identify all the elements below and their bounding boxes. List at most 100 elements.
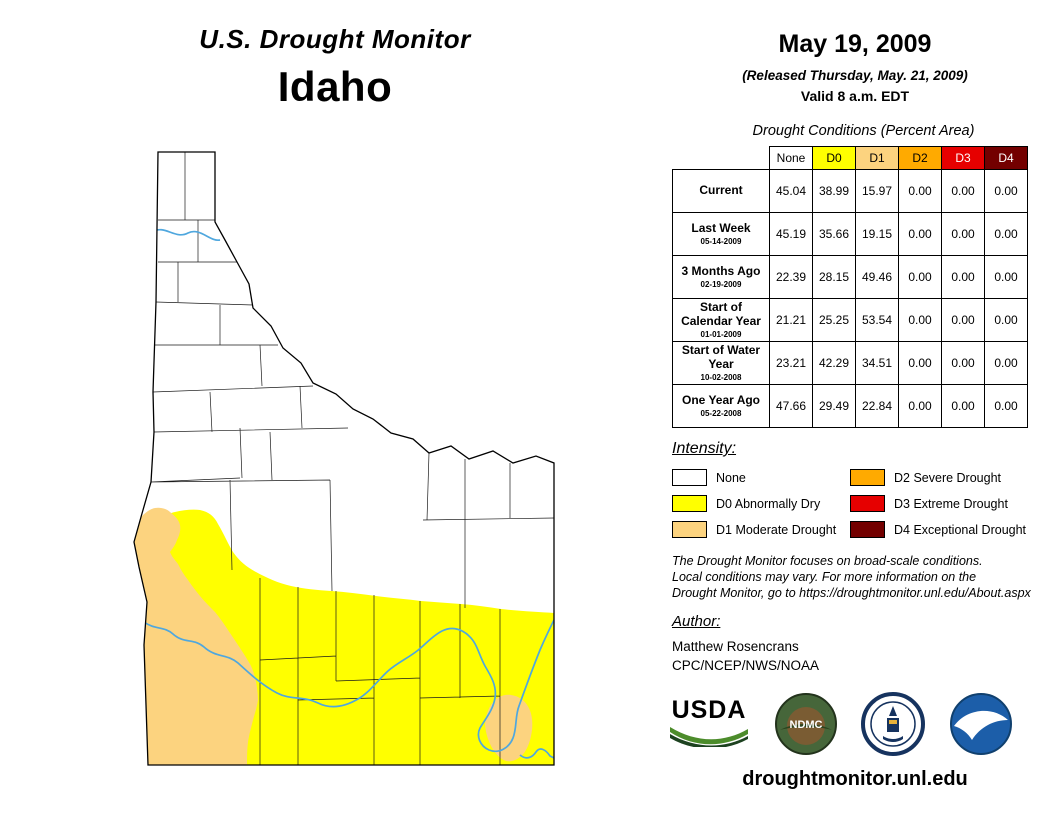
row-date: 05-14-2009 bbox=[700, 236, 742, 246]
usda-logo: USDA bbox=[668, 696, 750, 752]
cell-value: 19.15 bbox=[855, 212, 899, 256]
cell-value: 0.00 bbox=[984, 384, 1028, 428]
d0-swatch bbox=[672, 495, 707, 512]
col-header-d0: D0 bbox=[812, 146, 856, 170]
cell-value: 21.21 bbox=[769, 298, 813, 342]
row-date: 10-02-2008 bbox=[700, 372, 742, 382]
cell-value: 23.21 bbox=[769, 341, 813, 385]
cell-value: 0.00 bbox=[941, 341, 985, 385]
cell-value: 42.29 bbox=[812, 341, 856, 385]
table-row-start-calendar-year: Start of Calendar Year 01-01-2009 21.21 2… bbox=[672, 298, 1028, 342]
region-title: Idaho bbox=[277, 63, 393, 110]
state-outline bbox=[133, 151, 555, 766]
d2-swatch bbox=[850, 469, 885, 486]
disclaimer-line: Local conditions may vary. For more info… bbox=[672, 570, 977, 584]
row-date: 02-19-2009 bbox=[700, 279, 742, 289]
row-date: 05-22-2008 bbox=[700, 408, 742, 418]
table-row-start-water-year: Start of Water Year 10-02-2008 23.21 42.2… bbox=[672, 341, 1028, 385]
row-date: 01-01-2009 bbox=[700, 329, 742, 339]
cell-value: 0.00 bbox=[941, 212, 985, 256]
col-header-none: None bbox=[769, 146, 813, 170]
cell-value: 34.51 bbox=[855, 341, 899, 385]
doc-seal-logo bbox=[861, 692, 926, 756]
author-org: CPC/NCEP/NWS/NOAA bbox=[672, 658, 820, 673]
legend-label: D1 Moderate Drought bbox=[716, 522, 837, 537]
cell-value: 0.00 bbox=[898, 255, 942, 299]
cell-value: 47.66 bbox=[769, 384, 813, 428]
author-heading: Author: bbox=[672, 613, 721, 630]
col-header-d1: D1 bbox=[855, 146, 899, 170]
cell-value: 0.00 bbox=[898, 169, 942, 213]
author-name: Matthew Rosencrans bbox=[672, 639, 799, 654]
table-row-last-week: Last Week 05-14-2009 45.19 35.66 19.15 0.… bbox=[672, 212, 1028, 256]
cell-value: 0.00 bbox=[898, 341, 942, 385]
legend-item-d4: D4 Exceptional Drought bbox=[850, 521, 1026, 538]
table-row-current: Current 45.04 38.99 15.97 0.00 0.00 0.00 bbox=[672, 169, 1028, 213]
legend-label: D4 Exceptional Drought bbox=[894, 522, 1027, 537]
county-lines bbox=[150, 152, 554, 765]
legend-label: D2 Severe Drought bbox=[894, 470, 1002, 485]
legend-title: Intensity: bbox=[672, 440, 737, 457]
cell-value: 22.39 bbox=[769, 255, 813, 299]
cell-value: 53.54 bbox=[855, 298, 899, 342]
idaho-map-svg bbox=[133, 151, 555, 766]
cell-value: 45.19 bbox=[769, 212, 813, 256]
cell-value: 0.00 bbox=[984, 298, 1028, 342]
table-row-3-months-ago: 3 Months Ago 02-19-2009 22.39 28.15 49.46… bbox=[672, 255, 1028, 299]
table-corner-cell bbox=[672, 146, 770, 170]
cell-value: 0.00 bbox=[941, 298, 985, 342]
river-snake bbox=[143, 619, 554, 753]
d1-region-southeast bbox=[485, 694, 533, 762]
d4-swatch bbox=[850, 521, 885, 538]
legend-item-d0: D0 Abnormally Dry bbox=[672, 495, 850, 512]
row-label: 3 Months Ago bbox=[681, 264, 761, 278]
ndmc-logo: NDMC bbox=[774, 693, 837, 755]
legend-label: None bbox=[716, 470, 746, 485]
cell-value: 49.46 bbox=[855, 255, 899, 299]
valid-time: Valid 8 a.m. EDT bbox=[800, 88, 910, 104]
legend-label: D3 Extreme Drought bbox=[894, 496, 1008, 511]
disclaimer-line: Drought Monitor, go to https://droughtmo… bbox=[672, 586, 1031, 600]
page-title: U.S. Drought Monitor bbox=[199, 24, 471, 54]
ndmc-wordmark: NDMC bbox=[789, 719, 822, 731]
col-header-d4: D4 bbox=[984, 146, 1028, 170]
map-date: May 19, 2009 bbox=[778, 30, 932, 58]
cell-value: 45.04 bbox=[769, 169, 813, 213]
none-swatch bbox=[672, 469, 707, 486]
footer-url: droughtmonitor.unl.edu bbox=[742, 768, 968, 790]
cell-value: 28.15 bbox=[812, 255, 856, 299]
noaa-logo bbox=[949, 693, 1012, 755]
row-label: Current bbox=[699, 183, 743, 198]
disclaimer-line: The Drought Monitor focuses on broad-sca… bbox=[672, 554, 983, 568]
cell-value: 0.00 bbox=[984, 169, 1028, 213]
legend-item-d1: D1 Moderate Drought bbox=[672, 521, 850, 538]
row-label: One Year Ago bbox=[681, 393, 761, 407]
d3-swatch bbox=[850, 495, 885, 512]
col-header-d3: D3 bbox=[941, 146, 985, 170]
released-date: (Released Thursday, May. 21, 2009) bbox=[742, 68, 968, 83]
cell-value: 38.99 bbox=[812, 169, 856, 213]
river-bear bbox=[519, 748, 554, 759]
cell-value: 0.00 bbox=[898, 384, 942, 428]
drought-map bbox=[120, 140, 575, 795]
cell-value: 0.00 bbox=[898, 212, 942, 256]
legend-item-d2: D2 Severe Drought bbox=[850, 469, 1026, 486]
cell-value: 0.00 bbox=[941, 384, 985, 428]
table-row-one-year-ago: One Year Ago 05-22-2008 47.66 29.49 22.84… bbox=[672, 384, 1028, 428]
date-block: May 19, 2009 (Released Thursday, May. 21… bbox=[710, 30, 1000, 104]
col-header-d2: D2 bbox=[898, 146, 942, 170]
usda-wordmark: USDA bbox=[671, 696, 747, 724]
author-block: Author: Matthew Rosencrans CPC/NCEP/NWS/… bbox=[672, 613, 819, 673]
row-label: Start of Calendar Year bbox=[681, 300, 761, 328]
cell-value: 22.84 bbox=[855, 384, 899, 428]
cell-value: 15.97 bbox=[855, 169, 899, 213]
usda-swoosh-icon bbox=[670, 727, 748, 749]
title-block: U.S. Drought Monitor Idaho bbox=[140, 24, 530, 111]
legend-label: D0 Abnormally Dry bbox=[716, 496, 821, 511]
cell-value: 35.66 bbox=[812, 212, 856, 256]
legend-item-none: None bbox=[672, 469, 850, 486]
cell-value: 0.00 bbox=[941, 169, 985, 213]
drought-conditions-table: None D0 D1 D2 D3 D4 Current 45.04 38.99 … bbox=[672, 146, 1028, 428]
river-north bbox=[151, 228, 221, 241]
